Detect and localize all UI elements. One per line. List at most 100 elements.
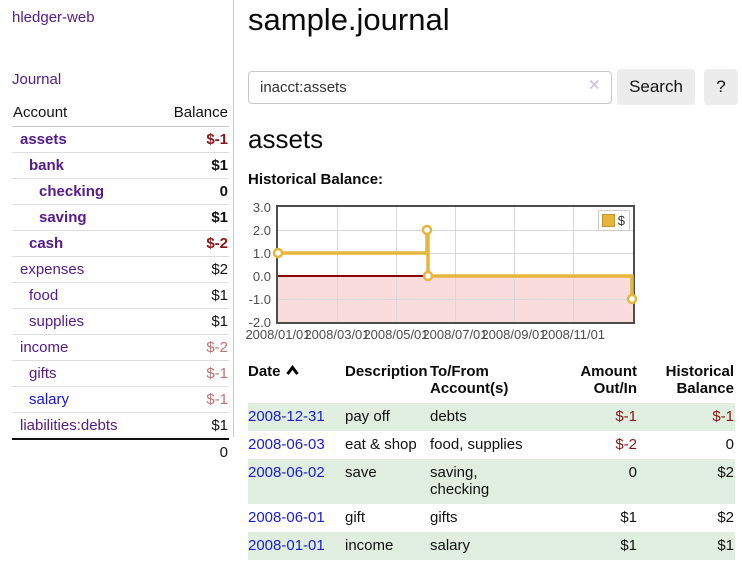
transaction-balance: $1 [638, 532, 735, 560]
date-header-label: Date [248, 363, 281, 380]
y-tick-label: -2.0 [248, 315, 271, 330]
account-row: food $1 [12, 283, 229, 309]
sidebar-item-journal[interactable]: Journal [12, 71, 62, 88]
account-row: gifts $-1 [12, 361, 229, 387]
transaction-accounts: gifts [430, 509, 458, 526]
date-column-header[interactable]: Date [248, 361, 345, 403]
transaction-row[interactable]: 2008-01-01 income salary $1 $1 [248, 532, 735, 560]
x-tick-label: 2008/07/01 [422, 327, 488, 342]
x-tick-label: 2008/11/01 [540, 327, 606, 342]
y-tick-label: 2.0 [252, 223, 271, 238]
description-column-header: Description [345, 363, 428, 380]
x-tick-label: 2008/05/01 [363, 327, 429, 342]
transaction-date-link[interactable]: 2008-06-02 [248, 464, 325, 481]
transaction-date-link[interactable]: 2008-06-03 [248, 436, 325, 453]
balance-column-header: Historical Balance [665, 363, 734, 397]
transaction-amount: $-1 [538, 403, 638, 431]
account-row: income $-2 [12, 335, 229, 361]
y-tick-label: -1.0 [248, 292, 271, 307]
data-point-marker [272, 247, 284, 259]
transaction-date-link[interactable]: 2008-06-01 [248, 509, 325, 526]
transaction-date-link[interactable]: 2008-12-31 [248, 408, 325, 425]
account-balance: $-2 [206, 235, 228, 252]
account-link-assets[interactable]: assets [20, 131, 67, 148]
account-link-income[interactable]: income [20, 339, 69, 356]
historical-balance-chart: $ [272, 205, 638, 324]
transaction-accounts: debts [430, 403, 538, 431]
account-row: expenses $2 [12, 257, 229, 283]
gridline [573, 207, 574, 322]
account-balance: $1 [211, 313, 228, 330]
legend-label: $ [617, 213, 625, 228]
account-link-bank[interactable]: bank [29, 157, 65, 174]
transaction-amount: $1 [620, 509, 637, 526]
account-balance: $-1 [206, 365, 228, 382]
account-row: bank $1 [12, 153, 229, 179]
accounts-total-value: 0 [219, 444, 228, 461]
gridline [278, 299, 633, 300]
y-tick-label: 0.0 [252, 269, 271, 284]
gridline [455, 207, 456, 322]
transaction-amount: 0 [538, 459, 638, 504]
x-tick-label: 2008/03/01 [304, 327, 370, 342]
transaction-row[interactable]: 2008-12-31 pay off debts $-1 $-1 [248, 403, 735, 431]
account-link-supplies[interactable]: supplies [29, 313, 85, 330]
account-balance: $-1 [206, 131, 228, 148]
app-title-link[interactable]: hledger-web [12, 9, 95, 26]
gridline [396, 207, 397, 322]
account-link-food[interactable]: food [29, 287, 59, 304]
amount-column-header: Amount Out/In [580, 363, 637, 397]
account-link-liabilities-debts[interactable]: liabilities:debts [20, 417, 118, 434]
gridline [278, 253, 633, 254]
account-link-salary[interactable]: salary [29, 391, 70, 408]
transaction-date-link[interactable]: 2008-01-01 [248, 537, 325, 554]
account-heading: assets [248, 124, 324, 154]
account-balance: $2 [211, 261, 228, 278]
account-row: supplies $1 [12, 309, 229, 335]
y-tick-label: 1.0 [252, 246, 271, 261]
search-button[interactable]: Search [617, 69, 695, 105]
transaction-description: pay off [345, 403, 430, 431]
gridline [514, 207, 515, 322]
help-button[interactable]: ? [704, 69, 738, 105]
transaction-row[interactable]: 2008-06-03 eat & shop food, supplies $-2… [248, 431, 735, 459]
account-balance: $1 [211, 157, 228, 174]
transaction-description: eat & shop [345, 436, 417, 453]
page-title: sample.journal [248, 2, 450, 37]
sidebar: hledger-web Journal Account Balance asse… [0, 0, 234, 461]
balance-column-header: Balance [173, 104, 228, 121]
account-row: salary $-1 [12, 387, 229, 413]
transaction-description: save [345, 459, 430, 504]
accounts-table: Account Balance assets $-1 bank $1 check… [12, 101, 229, 465]
account-link-checking[interactable]: checking [39, 183, 105, 200]
transaction-row[interactable]: 2008-06-01 gift gifts $1 $2 [248, 504, 735, 532]
account-link-gifts[interactable]: gifts [29, 365, 57, 382]
y-tick-label: 3.0 [252, 200, 271, 215]
account-balance: 0 [219, 183, 228, 200]
legend-swatch-icon [601, 214, 615, 227]
transaction-description: income [345, 532, 430, 560]
account-balance: $1 [211, 417, 228, 434]
transaction-amount: $1 [538, 532, 638, 560]
clear-search-icon[interactable]: ✕ [588, 77, 601, 94]
search-input[interactable] [248, 71, 612, 104]
gridline [278, 230, 633, 231]
account-balance: $-2 [206, 339, 228, 356]
register-header-row: Date Description To/From Account(s) Amou… [248, 361, 735, 403]
account-row: liabilities:debts $1 [12, 413, 229, 440]
transaction-amount: $-2 [615, 436, 637, 453]
account-link-expenses[interactable]: expenses [20, 261, 85, 278]
transaction-description: gift [345, 509, 366, 526]
transaction-balance: $2 [638, 459, 735, 504]
data-point-marker [422, 270, 434, 282]
account-row: saving $1 [12, 205, 229, 231]
transaction-row[interactable]: 2008-06-02 save saving, checking 0 $2 [248, 459, 735, 504]
accounts-table-header: Account Balance [12, 101, 229, 127]
transaction-balance: 0 [725, 436, 734, 453]
transaction-accounts: food, supplies [430, 436, 523, 453]
sort-ascending-icon [285, 363, 300, 380]
transaction-balance: $2 [717, 509, 734, 526]
account-link-saving[interactable]: saving [39, 209, 87, 226]
account-link-cash[interactable]: cash [29, 235, 64, 252]
data-point-marker [626, 293, 638, 305]
